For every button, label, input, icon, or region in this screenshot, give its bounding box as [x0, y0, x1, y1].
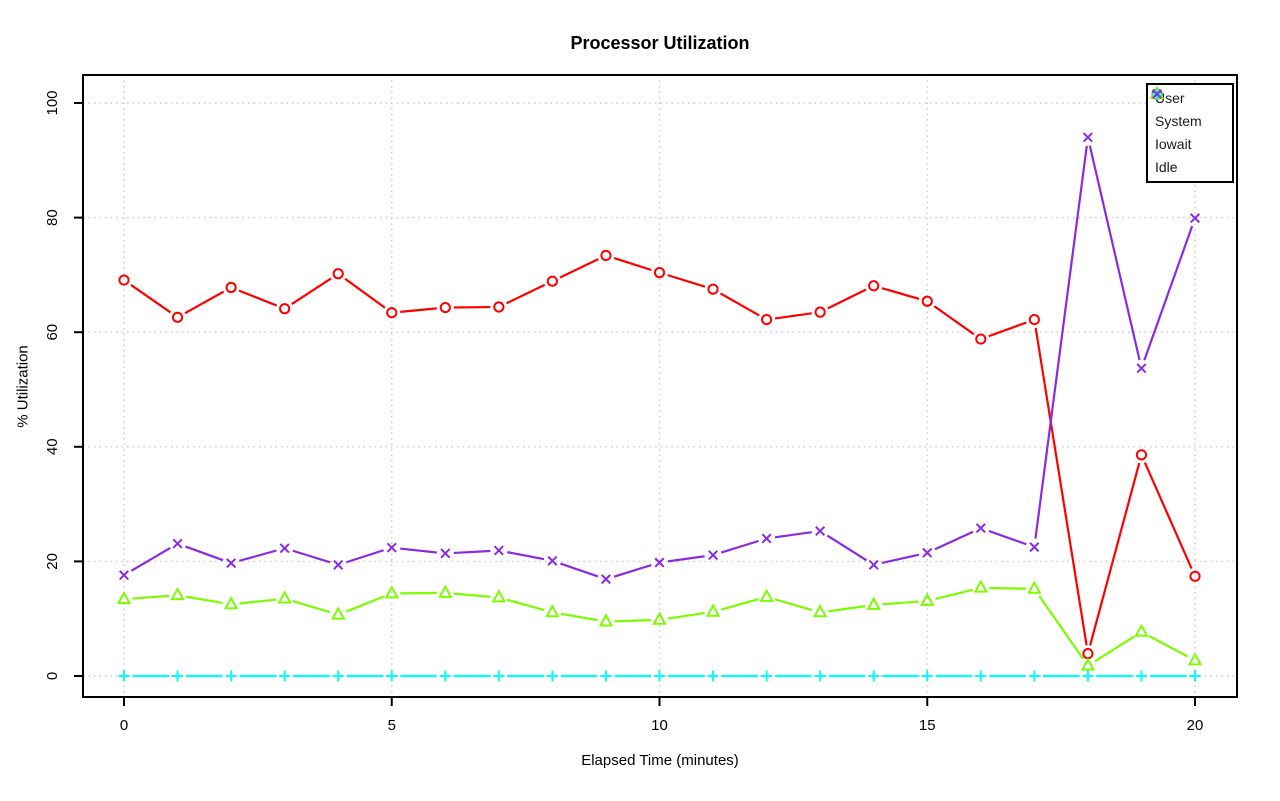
series-idle [118, 132, 1201, 585]
grid-lines [83, 75, 1237, 697]
y-tick-label: 20 [44, 553, 61, 570]
y-tick-label: 40 [44, 438, 61, 455]
legend-item-system: System [1149, 85, 1232, 133]
chart-title: Processor Utilization [570, 33, 750, 53]
x-axis: 0 5 10 15 20 [120, 698, 1204, 734]
legend-item-idle: Idle [1151, 88, 1232, 179]
legend-label: System [1155, 113, 1202, 129]
y-tick-label: 100 [44, 90, 61, 115]
x-tick-label: 5 [388, 717, 396, 734]
y-tick-label: 0 [44, 672, 61, 680]
x-tick-label: 0 [120, 717, 128, 734]
x-tick-label: 15 [919, 717, 936, 734]
plot-box [82, 74, 1238, 698]
legend-item-user: User [1151, 87, 1232, 110]
x-tick-label: 10 [651, 717, 668, 734]
x-axis-label: Elapsed Time (minutes) [581, 752, 739, 769]
legend-item-iowait: Iowait [1151, 88, 1232, 156]
legend-label: Idle [1155, 159, 1178, 175]
y-tick-label: 60 [44, 324, 61, 341]
y-axis: 0 20 40 60 80 100 [44, 90, 82, 680]
x-marker-icon [1151, 88, 1163, 100]
x-tick-label: 20 [1187, 717, 1204, 734]
series-system [116, 579, 1203, 671]
series-iowait [118, 670, 1201, 682]
y-tick-label: 80 [44, 209, 61, 226]
legend-label: Iowait [1155, 136, 1192, 152]
series-user [118, 249, 1201, 660]
legend: User System Iowait Idle [1146, 83, 1234, 183]
